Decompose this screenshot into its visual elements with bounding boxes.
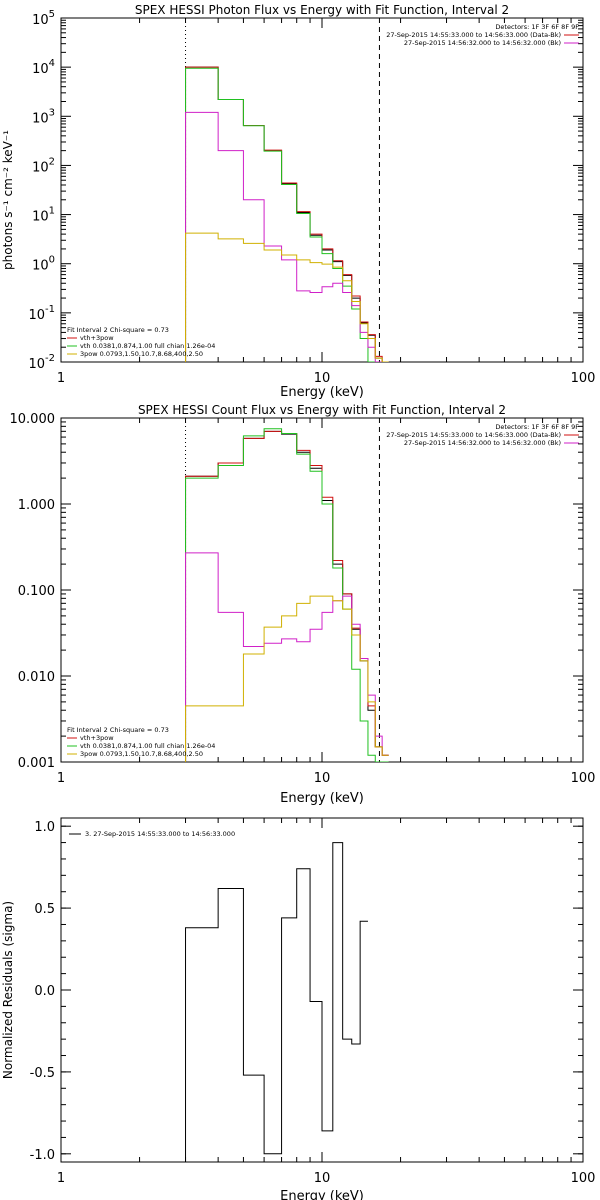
y-tick-label: 10.000 (10, 412, 56, 427)
legend-entry-0: 27-Sep-2015 14:55:33.000 to 14:56:33.000… (386, 431, 561, 439)
fit-legend-entry-1: vth 0.0381,0.874,1.00 full chian 1.26e-0… (80, 342, 215, 350)
x-tick-label: 10 (314, 1171, 331, 1186)
y-tick-label: 102 (32, 156, 55, 175)
fit-legend-entry-0: vth+3pow (80, 334, 114, 342)
detectors-label: Detectors: 1F 3F 6F 8F 9F (495, 23, 579, 31)
series-0-histogram (185, 430, 389, 762)
series-1-histogram (185, 430, 389, 762)
y-tick-label: 101 (32, 206, 55, 225)
photon-flux-xlabel: Energy (keV) (280, 385, 364, 400)
legend-entry-1: 27-Sep-2015 14:56:32.000 to 14:56:32.000… (404, 439, 561, 447)
plot-frame (60, 17, 584, 363)
y-tick-label: 1.000 (18, 498, 55, 513)
y-tick-label: 100 (32, 255, 55, 274)
fit-legend-entry-2: 3pow 0.0793,1.50,10.7,8.68,400,2.50 (80, 350, 203, 358)
legend-entry-1: 27-Sep-2015 14:56:32.000 to 14:56:32.000… (404, 39, 561, 47)
series-1-histogram (185, 66, 389, 362)
fit-legend-entry-0: vth+3pow (80, 734, 114, 742)
y-tick-label: 10-1 (28, 304, 55, 323)
fit-legend-header: Fit Interval 2 Chi-square = 0.73 (67, 326, 169, 334)
series-3-histogram (185, 552, 389, 762)
y-tick-label: -1.0 (30, 1148, 55, 1163)
y-tick-label: 0.100 (18, 584, 55, 599)
data-series-group (185, 66, 389, 362)
detectors-label: Detectors: 1F 3F 6F 8F 9F (495, 423, 579, 431)
count-flux-panel: SPEX HESSI Count Flux vs Energy with Fit… (10, 403, 596, 806)
series-0-histogram (185, 842, 368, 1162)
y-tick-label: 1.0 (34, 820, 55, 835)
photon-flux-panel: SPEX HESSI Photon Flux vs Energy with Fi… (1, 3, 595, 400)
series-2-histogram (185, 428, 389, 762)
series-4-histogram (185, 595, 389, 762)
photon-flux-ylabel: photons s⁻¹ cm⁻² keV⁻¹ (1, 130, 15, 270)
fit-legend-entry-2: 3pow 0.0793,1.50,10.7,8.68,400,2.50 (80, 750, 203, 758)
y-tick-label: 104 (32, 58, 55, 77)
fit-legend-header: Fit Interval 2 Chi-square = 0.73 (67, 726, 169, 734)
fit-legend-entry-1: vth 0.0381,0.874,1.00 full chian 1.26e-0… (80, 742, 215, 750)
y-tick-label: 103 (32, 107, 55, 126)
series-4-histogram (185, 232, 389, 362)
y-tick-label: 105 (32, 9, 55, 28)
residuals-ylabel: Normalized Residuals (sigma) (1, 901, 15, 1079)
x-tick-label: 100 (571, 371, 596, 386)
x-tick-label: 1 (57, 1171, 65, 1186)
series-0-histogram (185, 66, 389, 362)
series-2-histogram (185, 67, 376, 362)
count-flux-title: SPEX HESSI Count Flux vs Energy with Fit… (138, 403, 506, 417)
y-tick-label: 0.5 (34, 902, 55, 917)
x-tick-label: 100 (571, 771, 596, 786)
residuals-xlabel: Energy (keV) (280, 1189, 364, 1200)
y-tick-label: -0.5 (30, 1066, 55, 1081)
photon-flux-title: SPEX HESSI Photon Flux vs Energy with Fi… (135, 3, 509, 17)
series-3-histogram (185, 111, 389, 362)
x-tick-label: 100 (571, 1171, 596, 1186)
y-tick-label: 0.0 (34, 984, 55, 999)
y-tick-label: 0.001 (18, 756, 55, 771)
data-series-group (185, 842, 368, 1162)
x-tick-label: 1 (57, 371, 65, 386)
data-series-group (185, 428, 389, 762)
residuals-panel: Energy (keV) Normalized Residuals (sigma… (1, 817, 596, 1200)
x-tick-label: 10 (314, 371, 331, 386)
x-tick-label: 1 (57, 771, 65, 786)
y-tick-label: 10-2 (28, 353, 55, 372)
x-tick-label: 10 (314, 771, 331, 786)
y-tick-label: 0.010 (18, 670, 55, 685)
legend-entry-0: 3. 27-Sep-2015 14:55:33.000 to 14:56:33.… (85, 830, 235, 838)
legend-entry-0: 27-Sep-2015 14:55:33.000 to 14:56:33.000… (386, 31, 561, 39)
count-flux-xlabel: Energy (keV) (280, 791, 364, 806)
